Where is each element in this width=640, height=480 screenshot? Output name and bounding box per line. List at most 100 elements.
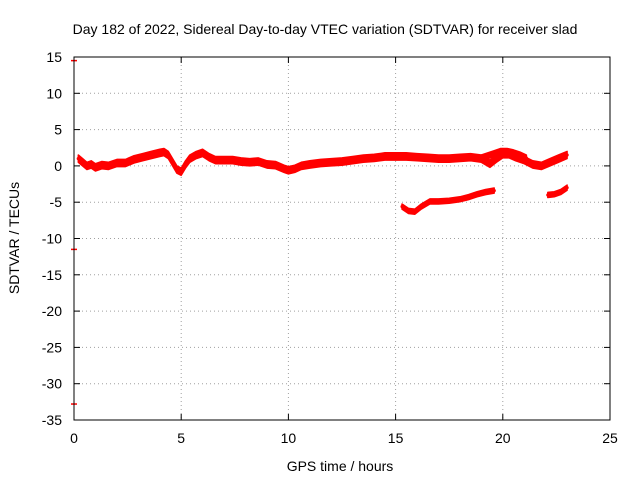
series-secondary-band-point (447, 199, 451, 203)
series-upper-loop-point (486, 154, 490, 158)
chart-title: Day 182 of 2022, Sidereal Day-to-day VTE… (73, 21, 578, 37)
series-upper-loop-point (479, 156, 483, 160)
series-main-band-point (329, 160, 333, 164)
series-main-band-point (318, 161, 323, 165)
y-tick-label: 0 (54, 158, 62, 174)
series-main-band-point (115, 161, 119, 165)
series-secondary-band-point (419, 204, 423, 209)
y-tick-label: -10 (42, 231, 62, 247)
series-secondary-band-point (475, 192, 479, 196)
series-main-band-point (458, 156, 462, 160)
series-main-band-point (469, 155, 473, 159)
series-main-band-point (299, 164, 303, 168)
series-main-band-point (132, 157, 136, 161)
series-secondary-band-point (406, 209, 411, 213)
y-tick-label: -20 (42, 303, 62, 319)
series-main-band-point (194, 153, 198, 157)
series-main-band-point (85, 164, 89, 168)
series-upper-loop-point (505, 149, 509, 153)
x-tick-label: 25 (602, 430, 618, 446)
x-tick-label: 10 (281, 430, 297, 446)
series-main-band-point (351, 158, 355, 162)
series-main-band-point (207, 155, 211, 159)
grid-lines (74, 57, 610, 420)
series-main-band-point (426, 156, 430, 160)
x-axis-label: GPS time / hours (287, 458, 394, 474)
series-main-band-point (80, 160, 85, 164)
y-tick-label: 15 (46, 49, 62, 65)
series-main-band-point (548, 160, 552, 164)
series-main-band-point (100, 163, 104, 167)
series-main-band-point (89, 162, 93, 167)
x-tick-labels: 0 5 10 15 20 25 (70, 430, 618, 446)
series-secondary-band-point (400, 204, 404, 209)
series-secondary-band-point (436, 199, 441, 204)
y-tick-labels: 15 10 5 0 -5 -10 -15 -20 -25 -30 -35 (42, 49, 62, 428)
series-main-band-point (188, 157, 192, 161)
y-tick-label: -35 (42, 412, 62, 428)
y-axis-label: SDTVAR / TECUs (6, 182, 22, 294)
series-main-band-point (106, 164, 110, 168)
series-main-band-point (286, 168, 290, 172)
x-tick-label: 0 (70, 430, 78, 446)
series-main-band-point (158, 151, 162, 155)
series-main-band-point (171, 160, 175, 164)
x-tick-label: 15 (388, 430, 404, 446)
series-main-band-point (308, 162, 312, 167)
series-late-segment-band (547, 184, 568, 199)
x-tick-label: 5 (177, 430, 185, 446)
series-main-band-point (531, 162, 535, 167)
series-main-band-point (175, 167, 179, 172)
series-late-segment-point (546, 193, 550, 197)
series-main-band-point (222, 158, 226, 162)
x-tick-label: 20 (495, 430, 511, 446)
series-main-band-point (166, 153, 170, 157)
series-late-segment-point (565, 186, 569, 190)
series-main-band-point (539, 164, 543, 168)
series-main-band-point (494, 157, 498, 161)
series-secondary-band-point (492, 188, 496, 193)
series-main-band-band (77, 147, 568, 177)
series-main-band-point (415, 155, 419, 159)
y-tick-label: -30 (42, 376, 62, 392)
series-main-band-point (149, 153, 153, 157)
series-main-band-point (565, 153, 569, 157)
series-late-segment-point (552, 192, 556, 196)
series-main-band-point (372, 156, 376, 160)
series-main-band-point (256, 159, 260, 164)
series-main-band-point (141, 155, 145, 159)
series-main-band-point (93, 165, 98, 169)
y-tick-label: -5 (50, 194, 63, 210)
series-secondary-band-point (413, 210, 417, 214)
series-main-band-point (447, 157, 451, 161)
series-upper-loop-point (511, 151, 516, 155)
series-upper-loop-point (492, 151, 496, 156)
series-main-band-point (404, 154, 408, 159)
series-main-band-point (76, 157, 80, 161)
series-upper-loop-point (524, 156, 528, 160)
series-main-band-point (183, 162, 188, 167)
y-tick-label: -25 (42, 339, 62, 355)
series-main-band-point (162, 150, 166, 154)
plot-frame (73, 56, 611, 421)
series-main-band-point (436, 157, 441, 161)
y-tick-label: 5 (54, 122, 62, 138)
series-upper-loop-point (518, 153, 522, 157)
series-main-band-point (248, 160, 252, 164)
series-main-band-point (273, 163, 278, 167)
series-main-band-point (383, 154, 387, 159)
series-main-band-point (201, 151, 205, 155)
series-secondary-band-point (428, 199, 432, 204)
series-upper-loop-band (480, 147, 528, 162)
series-main-band-point (488, 162, 492, 166)
series-main-band-point (293, 167, 297, 171)
series-secondary-band-point (484, 190, 488, 194)
series-main-band-point (179, 170, 183, 174)
series-main-band-point (394, 154, 398, 159)
series-main-band-point (282, 167, 286, 171)
series-secondary-band-point (458, 197, 462, 201)
series-main-band-point (239, 159, 243, 164)
series-main-band-point (231, 158, 235, 162)
series-main-band-point (340, 159, 344, 164)
series-upper-loop-point (499, 149, 503, 153)
